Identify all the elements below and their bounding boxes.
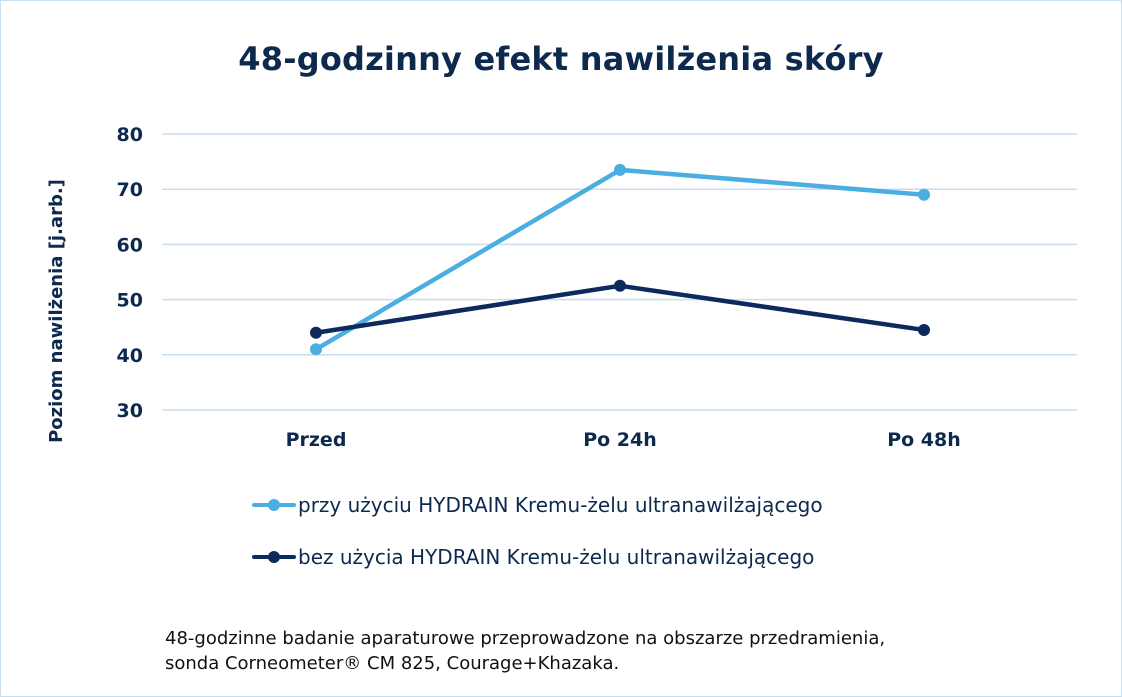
series-2-point-3 <box>918 323 930 336</box>
series-2-point-2 <box>614 279 626 292</box>
y-axis-label: Poziom nawilżenia [j.arb.] <box>46 179 67 443</box>
legend-item-series-2: bez użycia HYDRAIN Kremu-żelu ultranawil… <box>252 542 814 572</box>
y-tick-label-80: 80 <box>117 124 143 146</box>
legend-label-series-1: przy użyciu HYDRAIN Kremu-żelu ultranawi… <box>298 493 823 517</box>
series-line-2 <box>313 283 927 335</box>
x-tick-label-2: Po 24h <box>583 429 657 451</box>
legend-swatch-series-2 <box>252 542 296 572</box>
series-1-point-3 <box>918 188 930 201</box>
y-tick-label-50: 50 <box>117 290 143 312</box>
y-tick-label-60: 60 <box>117 234 143 256</box>
series-2-point-1 <box>310 326 322 339</box>
chart-title: 48-godzinny efekt nawilżenia skóry <box>238 40 884 78</box>
series-line-1 <box>313 167 927 352</box>
x-tick-label-1: Przed <box>286 429 347 451</box>
footnote-line-2: sonda Corneometer® CM 825, Courage+Khaza… <box>165 653 620 674</box>
y-tick-label-30: 30 <box>117 400 143 422</box>
series-1-point-2 <box>614 163 626 176</box>
legend-label-series-2: bez użycia HYDRAIN Kremu-żelu ultranawil… <box>298 545 815 569</box>
y-tick-label-70: 70 <box>117 179 143 201</box>
footnote-line-1: 48-godzinne badanie aparaturowe przeprow… <box>165 628 886 649</box>
y-tick-label-40: 40 <box>117 345 143 367</box>
series-1-point-1 <box>310 343 322 356</box>
legend-item-series-1: przy użyciu HYDRAIN Kremu-żelu ultranawi… <box>252 490 823 520</box>
x-tick-label-3: Po 48h <box>887 429 961 451</box>
footnote: 48-godzinne badanie aparaturowe przeprow… <box>165 626 885 676</box>
legend-swatch-series-1 <box>252 490 296 520</box>
